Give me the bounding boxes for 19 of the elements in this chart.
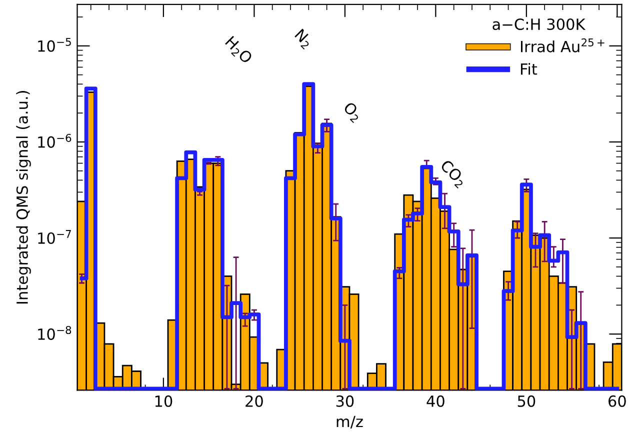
y-tick-label: 10$^{−5}$ xyxy=(38,38,71,52)
x-tick-label: 20 xyxy=(246,395,263,407)
legend-label: Fit xyxy=(521,63,538,75)
annotation: H$_{2}$O xyxy=(223,36,254,66)
legend-label: Irrad Au$^{25+}$ xyxy=(521,38,604,52)
y-tick-label: 10$^{−7}$ xyxy=(38,230,71,244)
annotation: O$_{2}$ xyxy=(341,101,364,123)
x-tick-label: 50 xyxy=(518,395,536,407)
y-tick-label: 10$^{−8}$ xyxy=(38,326,72,340)
x-tick-label: 30 xyxy=(336,395,354,407)
annotation: N$_{2}$ xyxy=(292,28,314,50)
x-tick-label: 60 xyxy=(608,395,626,407)
x-tick-label: 10 xyxy=(155,395,172,407)
x-tick-label: 40 xyxy=(426,395,444,407)
y-axis-title: Integrated QMS signal (a.u.) xyxy=(16,90,31,304)
legend-title: a−C:H 300K xyxy=(492,18,586,30)
y-tick-label: 10$^{−6}$ xyxy=(38,134,72,148)
annotation: CO$_{2}$ xyxy=(438,159,468,188)
x-axis-title: m/z xyxy=(336,416,363,428)
